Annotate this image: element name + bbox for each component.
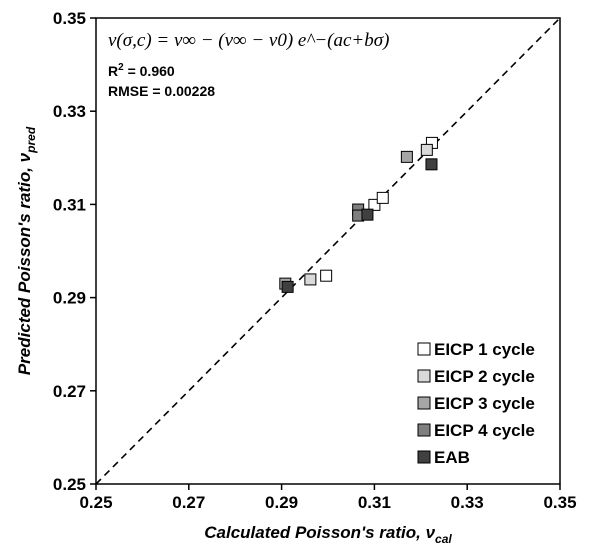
- data-point-series-1-2: [368, 198, 381, 211]
- x-tick-label: 0.25: [79, 493, 112, 512]
- x-axis-symbol: ν: [426, 523, 436, 542]
- legend-label: EICP 2 cycle: [434, 367, 535, 386]
- equation-text: ν(σ,c) = ν∞ − (ν∞ − ν0) e^−(ac+bσ): [108, 30, 389, 51]
- data-point-series-5-3: [425, 158, 438, 171]
- data-point-series-3-2: [400, 150, 413, 163]
- y-axis-symbol: ν: [15, 152, 34, 162]
- y-tick-label: 0.35: [53, 9, 86, 28]
- legend-swatch: [417, 342, 431, 356]
- data-point-series-2-2: [420, 143, 433, 156]
- legend-label: EICP 1 cycle: [434, 340, 535, 359]
- legend-swatch: [417, 396, 431, 410]
- x-tick-label: 0.31: [358, 493, 391, 512]
- y-tick-label: 0.27: [53, 382, 86, 401]
- axis-ticks: 0.25 0.27 0.29 0.31 0.33 0.35 0.25 0.27 0.29 0.31…: [53, 9, 577, 512]
- x-axis-subscript: cal: [435, 532, 452, 546]
- reference-line-1to1: [95, 17, 561, 485]
- data-point-series-5-2: [361, 208, 374, 221]
- r-squared-superscript: 2: [118, 62, 124, 73]
- legend-label: EICP 4 cycle: [434, 421, 535, 440]
- data-point-series-1-3: [376, 191, 389, 204]
- r-squared-label: R: [108, 63, 118, 79]
- y-tick-label: 0.31: [53, 195, 86, 214]
- x-tick-label: 0.35: [543, 493, 576, 512]
- legend-label: EICP 3 cycle: [434, 394, 535, 413]
- legend-label: EAB: [434, 448, 470, 467]
- legend-swatch: [417, 369, 431, 383]
- y-axis-title-main: Predicted Poisson's ratio,: [15, 162, 34, 375]
- x-tick-label: 0.33: [451, 493, 484, 512]
- equation-annotation: ν(σ,c) = ν∞ − (ν∞ − ν0) e^−(ac+bσ): [108, 30, 389, 51]
- x-axis-title-main: Calculated Poisson's ratio,: [204, 523, 425, 542]
- y-tick-label: 0.25: [53, 475, 86, 494]
- legend-swatch: [417, 423, 431, 437]
- data-points: [279, 136, 438, 293]
- y-tick-label: 0.29: [53, 289, 86, 308]
- r-squared-value: = 0.960: [124, 63, 175, 79]
- data-point-series-1-1: [320, 269, 333, 282]
- rmse-text: RMSE = 0.00228: [108, 83, 215, 99]
- y-axis-title: Predicted Poisson's ratio, νpred: [15, 126, 38, 375]
- r-squared-text: R2 = 0.960: [108, 62, 175, 79]
- data-point-series-2-1: [304, 273, 317, 286]
- y-axis-subscript: pred: [24, 126, 38, 154]
- legend-swatch: [417, 450, 431, 464]
- x-tick-label: 0.27: [172, 493, 205, 512]
- x-axis-title: Calculated Poisson's ratio, νcal: [204, 523, 452, 546]
- legend: EICP 1 cycle EICP 2 cycle EICP 3 cycle EICP…: [417, 340, 535, 467]
- data-point-series-5-1: [281, 280, 294, 293]
- x-tick-label: 0.29: [265, 493, 298, 512]
- y-tick-label: 0.33: [53, 102, 86, 121]
